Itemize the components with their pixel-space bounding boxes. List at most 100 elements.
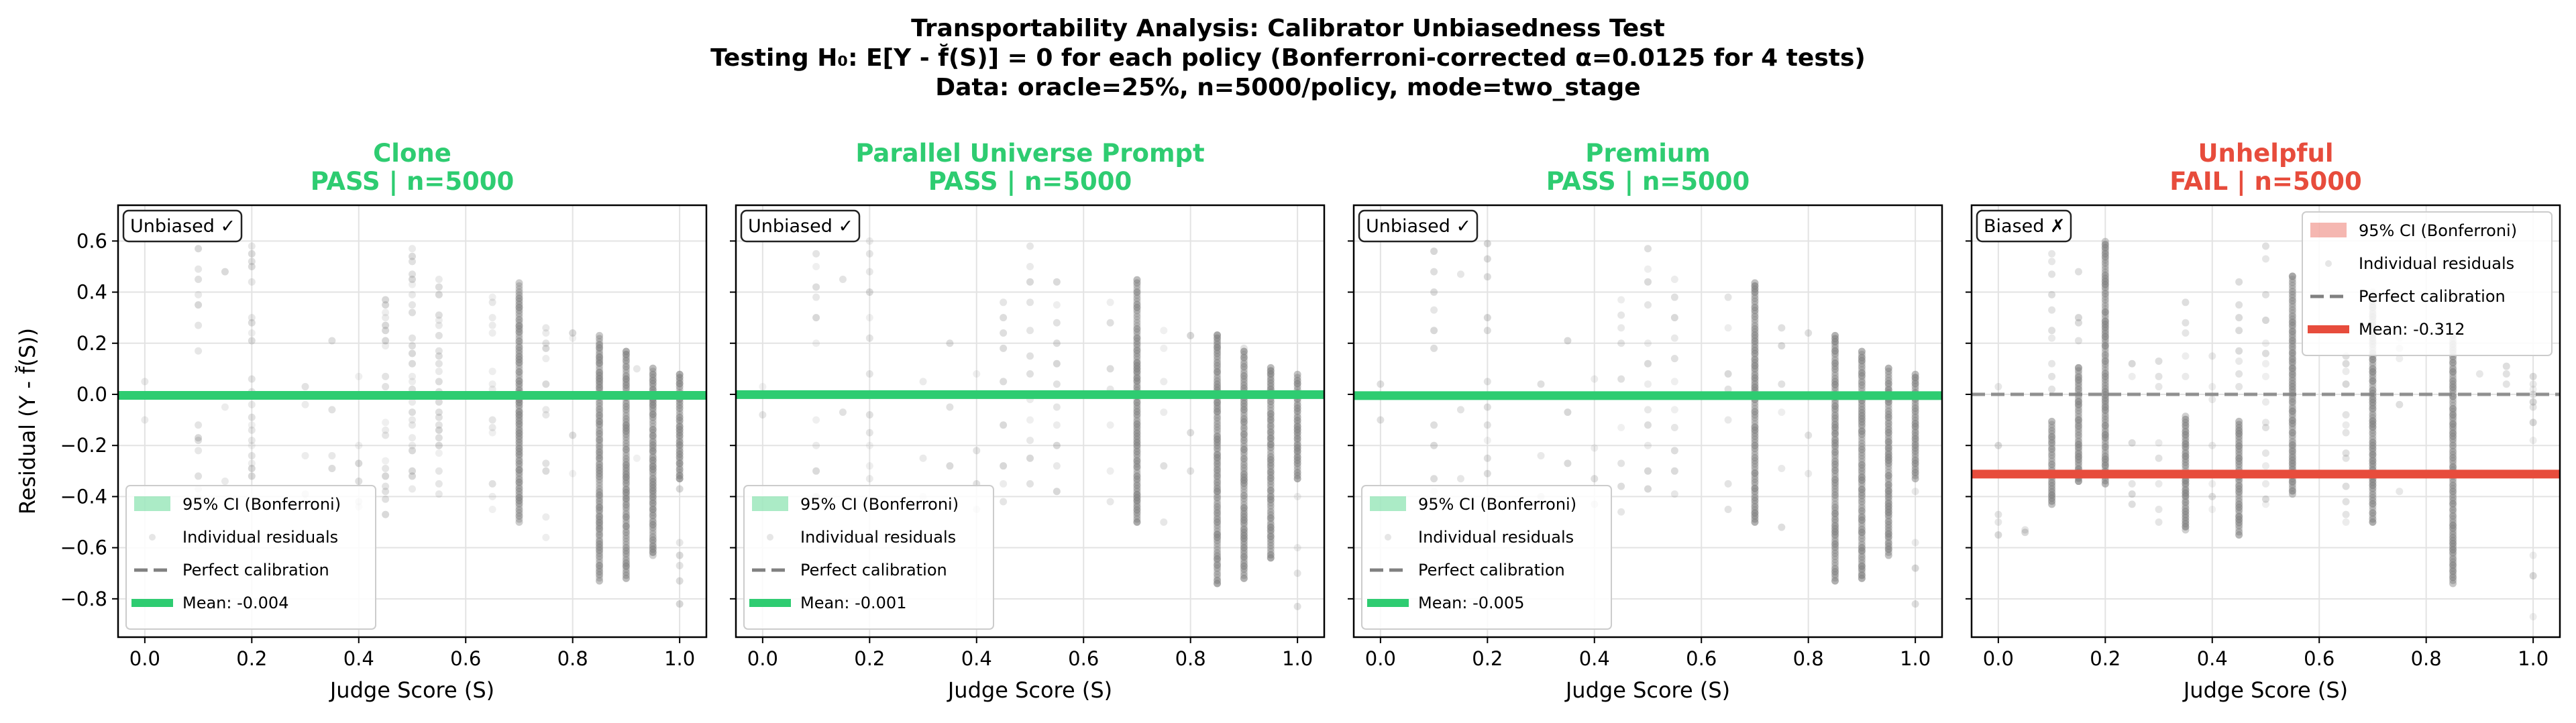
residual-point xyxy=(1858,537,1866,545)
residual-point xyxy=(622,455,630,463)
residual-point xyxy=(409,378,416,386)
residual-point xyxy=(2369,439,2377,447)
residual-point xyxy=(865,268,873,276)
residual-point xyxy=(1267,422,1275,430)
residual-point xyxy=(1831,522,1839,530)
residual-point xyxy=(1858,535,1866,543)
residual-point xyxy=(1724,370,1732,378)
residual-point xyxy=(676,447,684,455)
residual-point xyxy=(1026,352,1034,360)
legend-ci-swatch xyxy=(134,496,170,511)
residual-point xyxy=(542,344,550,352)
legend-label: Individual residuals xyxy=(1418,528,1574,547)
residual-point xyxy=(1858,378,1866,386)
residual-point xyxy=(195,290,203,298)
residual-point xyxy=(141,416,149,424)
legend-label: 95% CI (Bonferroni) xyxy=(800,495,959,514)
residual-point xyxy=(1858,513,1866,521)
residual-point xyxy=(1858,486,1866,494)
residual-point xyxy=(1884,465,1892,474)
residual-point xyxy=(1293,492,1301,500)
residual-point xyxy=(248,329,256,337)
residual-point xyxy=(2369,457,2377,465)
residual-point xyxy=(515,512,523,520)
residual-point xyxy=(409,372,416,380)
residual-point xyxy=(633,365,641,373)
residual-point xyxy=(1267,453,1275,461)
residual-point xyxy=(1240,486,1248,494)
residual-point xyxy=(1026,242,1034,250)
residual-point xyxy=(1644,406,1652,414)
residual-point xyxy=(2262,290,2269,298)
residual-point xyxy=(409,485,416,493)
residual-point xyxy=(382,342,390,350)
residual-point xyxy=(1751,300,1759,309)
residual-point xyxy=(515,282,523,290)
residual-point xyxy=(195,265,203,273)
residual-point xyxy=(1240,347,1248,355)
residual-point xyxy=(515,316,523,324)
residual-point xyxy=(2074,398,2082,406)
residual-point xyxy=(1751,294,1759,302)
residual-point xyxy=(409,290,416,298)
residual-point xyxy=(2074,437,2082,445)
residual-point xyxy=(2342,454,2350,462)
residual-point xyxy=(865,475,873,483)
residual-point xyxy=(1267,468,1275,476)
residual-point xyxy=(1267,376,1275,384)
residual-point xyxy=(1831,344,1839,352)
residual-point xyxy=(409,252,416,260)
residual-point xyxy=(301,451,309,459)
residual-point xyxy=(2101,259,2109,267)
residual-point xyxy=(622,437,630,445)
residual-point xyxy=(1293,413,1301,421)
residual-point xyxy=(2101,265,2109,273)
residual-point xyxy=(622,494,630,502)
residual-point xyxy=(1214,451,1222,459)
residual-point xyxy=(2182,319,2190,327)
residual-point xyxy=(2288,337,2296,345)
residual-point xyxy=(1267,551,1275,559)
residual-point xyxy=(649,462,657,470)
residual-point xyxy=(248,451,256,459)
residual-point xyxy=(1724,416,1732,424)
residual-point xyxy=(1537,380,1545,388)
residual-point xyxy=(596,488,604,496)
residual-point xyxy=(1133,300,1141,309)
residual-point xyxy=(2182,412,2190,421)
residual-point xyxy=(488,505,496,513)
residual-point xyxy=(2529,390,2537,398)
residual-point xyxy=(2342,380,2350,388)
residual-point xyxy=(2449,429,2457,437)
residual-point xyxy=(1267,404,1275,412)
residual-point xyxy=(2449,420,2457,428)
residual-point xyxy=(649,410,657,419)
x-tick-label: 0.2 xyxy=(1472,647,1503,670)
residual-point xyxy=(1831,488,1839,496)
residual-point xyxy=(2101,370,2109,378)
residual-point xyxy=(1240,525,1248,533)
residual-point xyxy=(649,364,657,372)
residual-point xyxy=(1240,369,1248,377)
residual-point xyxy=(2449,402,2457,410)
residual-point xyxy=(435,480,443,488)
residual-point xyxy=(1214,398,1222,406)
residual-point xyxy=(1240,378,1248,386)
residual-point xyxy=(1133,469,1141,477)
residual-point xyxy=(195,301,203,309)
residual-point xyxy=(1644,421,1652,429)
residual-point xyxy=(2262,419,2269,427)
residual-point xyxy=(1267,514,1275,522)
residual-point xyxy=(1293,374,1301,382)
residual-point xyxy=(759,410,767,419)
residual-point xyxy=(2529,403,2537,411)
residual-point xyxy=(2288,297,2296,305)
residual-point xyxy=(1106,298,1114,307)
residual-point xyxy=(649,505,657,513)
residual-point xyxy=(1670,490,1678,498)
residual-point xyxy=(865,237,873,245)
residual-point xyxy=(2101,382,2109,390)
residual-point xyxy=(1858,443,1866,451)
residual-point xyxy=(2182,428,2190,436)
